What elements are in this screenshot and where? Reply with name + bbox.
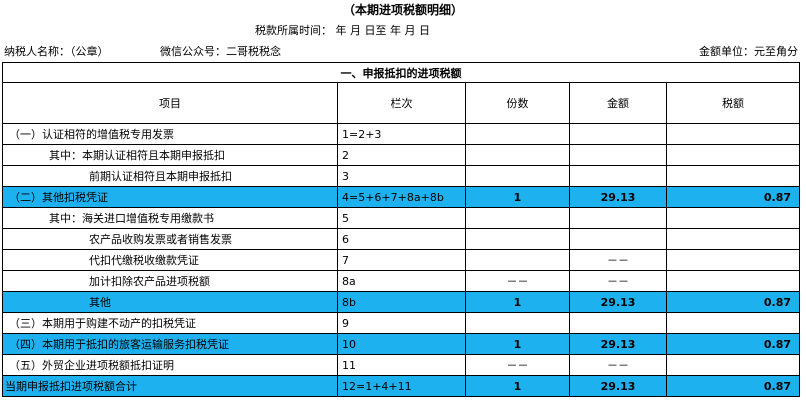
cell-count (466, 250, 570, 271)
cell-code: 9 (338, 313, 466, 334)
cell-item: 加计扣除农产品进项税额 (2, 271, 338, 292)
cell-code: 2 (338, 145, 466, 166)
cell-count: －－ (466, 271, 570, 292)
column-header: 金额 (570, 83, 667, 124)
cell-count (466, 208, 570, 229)
cell-tax: 0.87 (667, 292, 800, 313)
cell-item: 当期申报抵扣进项税额合计 (2, 376, 338, 397)
cell-code: 3 (338, 166, 466, 187)
cell-tax (667, 208, 800, 229)
cell-code: 12=1+4+11 (338, 376, 466, 397)
title: （本期进项税额明细） (342, 3, 463, 17)
cell-amount: 29.13 (570, 376, 667, 397)
cell-code: 5 (338, 208, 466, 229)
column-header: 项目 (2, 83, 338, 124)
cell-amount (570, 166, 667, 187)
cell-tax (667, 313, 800, 334)
cell-count (466, 229, 570, 250)
column-header: 栏次 (338, 83, 466, 124)
period: 税款所属时间： 年 月 日至 年 月 日 (255, 24, 430, 37)
cell-count: 1 (466, 376, 570, 397)
cell-item: 其他 (2, 292, 338, 313)
cell-tax (667, 271, 800, 292)
cell-tax (667, 229, 800, 250)
cell-count (466, 313, 570, 334)
cell-item: （五）外贸企业进项税额抵扣证明 (2, 355, 338, 376)
cell-count: 1 (466, 292, 570, 313)
cell-code: 1=2+3 (338, 124, 466, 145)
cell-amount: 29.13 (570, 187, 667, 208)
cell-code: 10 (338, 334, 466, 355)
cell-amount: 29.13 (570, 292, 667, 313)
cell-item: （三）本期用于购建不动产的扣税凭证 (2, 313, 338, 334)
cell-tax: 0.87 (667, 334, 800, 355)
wechat: 微信公众号：二哥税税念 (160, 45, 281, 58)
cell-item: 代扣代缴税收缴款凭证 (2, 250, 338, 271)
unit: 金额单位：元至角分 (699, 45, 798, 58)
cell-code: 4=5+6+7+8a+8b (338, 187, 466, 208)
cell-count (466, 124, 570, 145)
cell-item: 其中：海关进口增值税专用缴款书 (2, 208, 338, 229)
column-header: 税额 (667, 83, 800, 124)
cell-tax (667, 166, 800, 187)
cell-amount: －－ (570, 355, 667, 376)
cell-item: 农产品收购发票或者销售发票 (2, 229, 338, 250)
cell-item: 其中：本期认证相符且本期申报抵扣 (2, 145, 338, 166)
cell-count: 1 (466, 334, 570, 355)
cell-code: 11 (338, 355, 466, 376)
cell-count: －－ (466, 355, 570, 376)
cell-count (466, 145, 570, 166)
section-title: 一、申报抵扣的进项税额 (2, 62, 800, 83)
cell-item: 前期认证相符且本期申报抵扣 (2, 166, 338, 187)
taxpayer: 纳税人名称：（公章） (4, 45, 109, 58)
cell-code: 7 (338, 250, 466, 271)
cell-item: （一）认证相符的增值税专用发票 (2, 124, 338, 145)
cell-amount: 29.13 (570, 334, 667, 355)
cell-count: 1 (466, 187, 570, 208)
cell-count (466, 166, 570, 187)
cell-amount (570, 124, 667, 145)
cell-tax (667, 250, 800, 271)
cell-tax (667, 124, 800, 145)
cell-code: 8b (338, 292, 466, 313)
cell-tax (667, 355, 800, 376)
cell-amount (570, 145, 667, 166)
cell-tax: 0.87 (667, 376, 800, 397)
cell-item: （四）本期用于抵扣的旅客运输服务扣税凭证 (2, 334, 338, 355)
cell-item: （二）其他扣税凭证 (2, 187, 338, 208)
column-header: 份数 (466, 83, 570, 124)
cell-tax: 0.87 (667, 187, 800, 208)
cell-tax (667, 145, 800, 166)
cell-amount (570, 313, 667, 334)
cell-amount: －－ (570, 250, 667, 271)
cell-amount: －－ (570, 271, 667, 292)
cell-code: 6 (338, 229, 466, 250)
cell-amount (570, 229, 667, 250)
cell-amount (570, 208, 667, 229)
cell-code: 8a (338, 271, 466, 292)
